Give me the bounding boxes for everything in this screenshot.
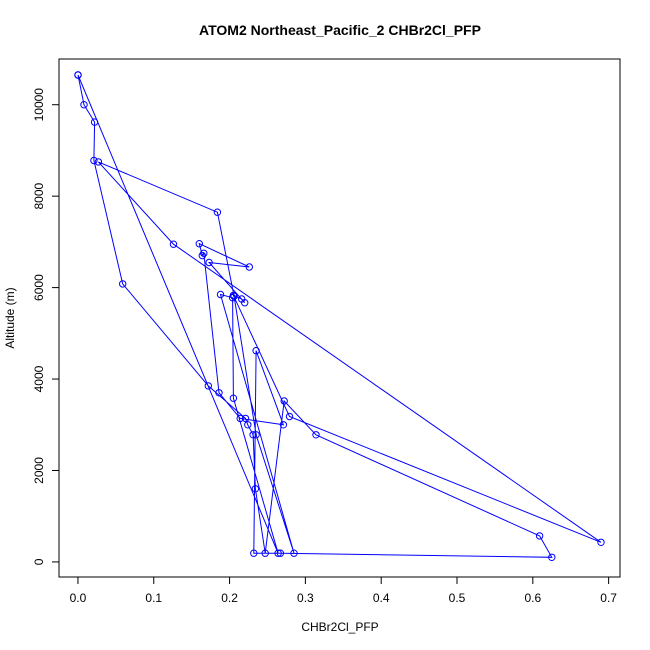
data-point	[250, 549, 258, 557]
x-tick-label: 0.3	[297, 591, 314, 605]
data-points	[74, 71, 605, 561]
chart-title: ATOM2 Northeast_Pacific_2 CHBr2Cl_PFP	[199, 22, 481, 38]
data-point	[94, 158, 103, 166]
data-point	[535, 532, 544, 540]
x-tick-label: 0.0	[70, 591, 87, 605]
y-tick-label: 2000	[32, 457, 46, 484]
series-line	[77, 74, 602, 558]
x-tick-label: 0.4	[373, 591, 390, 605]
y-tick-label: 10000	[32, 88, 46, 122]
data-point	[312, 431, 320, 439]
data-point	[195, 240, 204, 248]
data-point	[245, 263, 254, 271]
y-tick-label: 8000	[32, 182, 46, 209]
data-point	[285, 412, 294, 421]
series-group	[74, 71, 605, 561]
data-point	[215, 389, 223, 397]
data-point	[228, 294, 237, 302]
data-point	[280, 397, 288, 405]
data-point	[198, 251, 207, 260]
data-point	[236, 414, 244, 423]
data-point	[238, 295, 246, 303]
x-axis: 0.0 0.1 0.2 0.3 0.4 0.5 0.6 0.7	[70, 576, 617, 605]
y-tick-label: 0	[32, 558, 46, 565]
data-point	[205, 258, 213, 267]
y-axis: 0 2000 4000 6000 8000 10000	[32, 88, 60, 565]
data-point	[276, 549, 285, 557]
y-tick-label: 6000	[32, 274, 46, 301]
data-point	[548, 553, 556, 561]
data-point	[229, 394, 238, 402]
data-point	[80, 101, 88, 109]
x-axis-label: CHBr2Cl_PFP	[301, 620, 378, 634]
data-point	[241, 414, 250, 423]
data-point	[90, 156, 98, 165]
data-point	[204, 382, 213, 390]
data-point	[169, 240, 178, 248]
data-point	[249, 431, 257, 439]
x-tick-label: 0.7	[600, 591, 617, 605]
x-tick-label: 0.5	[449, 591, 466, 605]
data-point	[274, 549, 282, 557]
data-point	[230, 292, 238, 300]
data-point	[290, 549, 298, 557]
data-point	[213, 208, 222, 216]
y-tick-label: 4000	[32, 365, 46, 392]
data-point	[119, 280, 127, 288]
x-tick-label: 0.1	[145, 591, 162, 605]
plot-frame	[58, 58, 621, 578]
data-point	[74, 71, 82, 79]
data-point	[252, 347, 260, 355]
data-point	[261, 549, 269, 557]
data-point	[597, 538, 605, 546]
data-point	[252, 431, 260, 439]
data-point	[216, 290, 225, 299]
x-tick-label: 0.2	[221, 591, 238, 605]
x-tick-label: 0.6	[524, 591, 541, 605]
data-point	[90, 118, 99, 126]
y-axis-label: Altitude (m)	[3, 287, 17, 348]
data-point	[279, 421, 288, 429]
data-point	[244, 421, 252, 429]
data-point	[251, 485, 260, 493]
